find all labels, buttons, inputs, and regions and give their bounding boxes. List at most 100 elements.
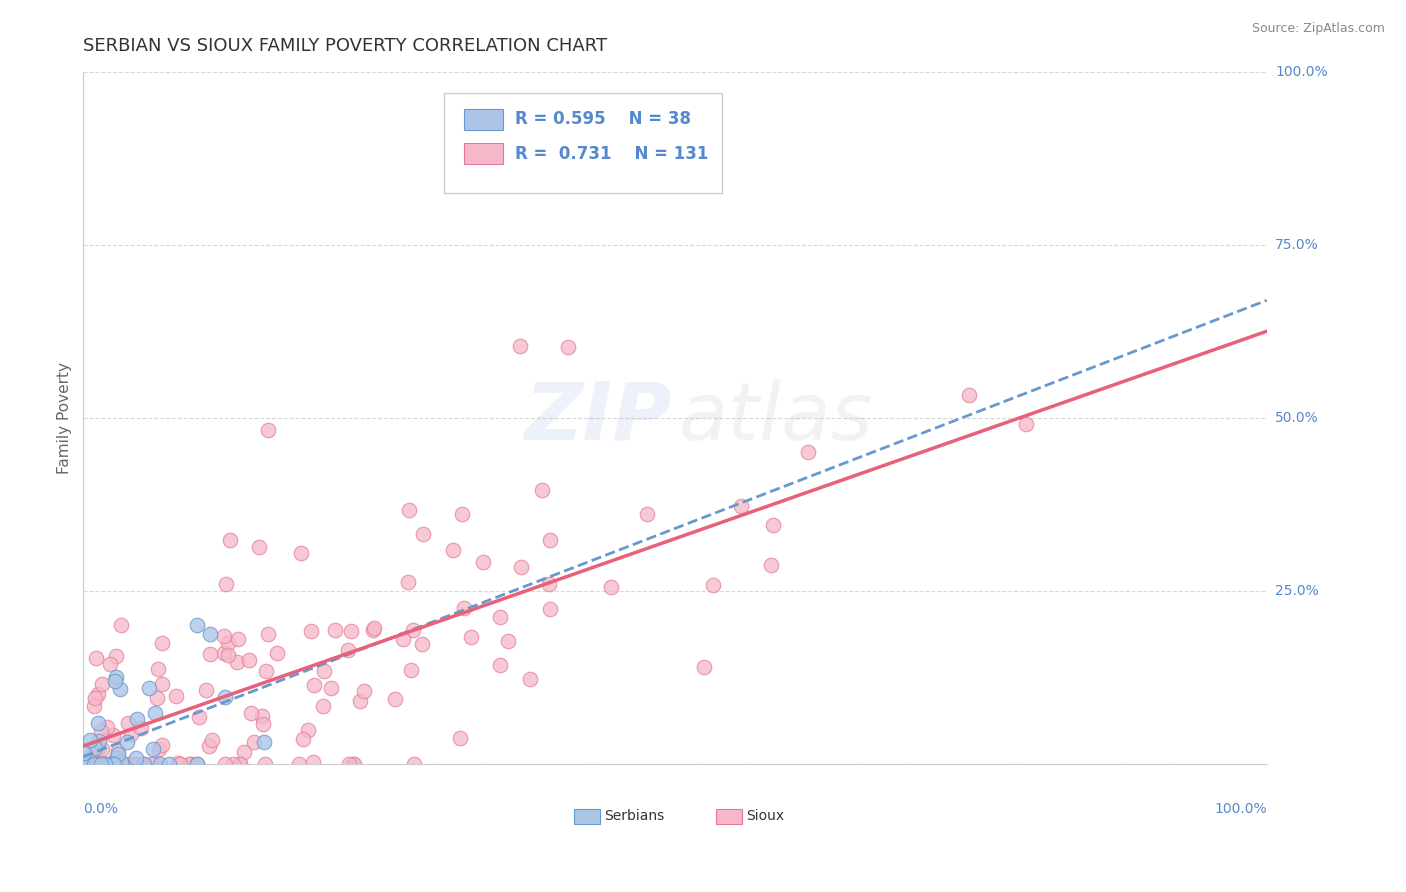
Point [252, 717, 274, 731]
Point [396, 574, 419, 589]
Point [471, 555, 494, 569]
Y-axis label: Family Poverty: Family Poverty [58, 362, 72, 474]
Point [489, 609, 512, 624]
Point [100, 756, 122, 771]
Point [201, 733, 224, 747]
Point [226, 632, 249, 646]
Point [86, 756, 108, 771]
Text: 100.0%: 100.0% [1275, 65, 1327, 79]
Point [363, 621, 385, 635]
Point [217, 636, 239, 650]
Point [212, 629, 235, 643]
Point [215, 576, 238, 591]
Point [194, 683, 217, 698]
Point [150, 738, 173, 752]
Point [449, 731, 471, 745]
Point [538, 601, 561, 615]
Point [257, 627, 280, 641]
Point [148, 742, 170, 756]
Point [186, 756, 208, 771]
Point [340, 624, 363, 639]
Point [538, 533, 561, 547]
Point [105, 670, 128, 684]
Text: ZIP: ZIP [524, 379, 672, 457]
Point [89, 734, 111, 748]
Point [134, 756, 156, 771]
Point [200, 647, 222, 661]
FancyBboxPatch shape [444, 93, 723, 194]
Text: 50.0%: 50.0% [1275, 411, 1319, 425]
Point [87, 715, 110, 730]
Point [796, 444, 818, 458]
FancyBboxPatch shape [575, 809, 600, 824]
Point [152, 676, 174, 690]
Text: Serbians: Serbians [605, 809, 664, 823]
Point [80, 756, 103, 771]
Point [226, 655, 249, 669]
Point [219, 533, 242, 547]
Point [146, 691, 169, 706]
Point [120, 756, 142, 771]
Point [336, 642, 359, 657]
Text: 25.0%: 25.0% [1275, 584, 1319, 598]
Point [243, 735, 266, 749]
Point [538, 576, 561, 591]
Text: R = 0.595    N = 38: R = 0.595 N = 38 [515, 110, 692, 128]
Point [266, 646, 288, 660]
Point [94, 756, 117, 771]
Point [214, 756, 236, 771]
Point [146, 661, 169, 675]
Point [212, 647, 235, 661]
Point [557, 340, 579, 354]
Point [110, 617, 132, 632]
Point [349, 694, 371, 708]
Point [117, 715, 139, 730]
Point [254, 665, 277, 679]
Point [229, 756, 252, 771]
Point [105, 751, 128, 765]
Point [76, 751, 98, 765]
Point [159, 756, 181, 771]
Point [353, 683, 375, 698]
Point [84, 756, 107, 771]
Point [107, 744, 129, 758]
Point [197, 739, 219, 753]
Point [238, 653, 260, 667]
Point [94, 756, 117, 771]
Point [143, 706, 166, 720]
Point [441, 543, 464, 558]
Point [762, 518, 785, 533]
Point [98, 756, 121, 771]
Text: 75.0%: 75.0% [1275, 238, 1319, 252]
Point [453, 601, 475, 615]
Text: atlas: atlas [679, 379, 873, 457]
Point [129, 721, 152, 735]
Point [108, 756, 131, 771]
Point [80, 756, 103, 771]
Point [519, 672, 541, 686]
Point [103, 756, 125, 771]
Point [79, 756, 101, 771]
Point [412, 527, 434, 541]
Point [124, 751, 146, 765]
Point [297, 723, 319, 737]
Point [152, 636, 174, 650]
Point [312, 664, 335, 678]
Point [103, 756, 125, 771]
Point [125, 756, 148, 771]
Point [76, 756, 98, 771]
Point [451, 507, 474, 521]
Point [90, 756, 112, 771]
Point [186, 618, 208, 632]
Point [730, 499, 752, 513]
Text: 0.0%: 0.0% [83, 802, 118, 816]
Point [404, 756, 426, 771]
Point [229, 756, 252, 771]
Point [108, 681, 131, 696]
Point [509, 339, 531, 353]
Point [299, 624, 322, 638]
Point [253, 735, 276, 749]
Point [169, 756, 191, 771]
Point [233, 745, 256, 759]
FancyBboxPatch shape [464, 109, 503, 129]
